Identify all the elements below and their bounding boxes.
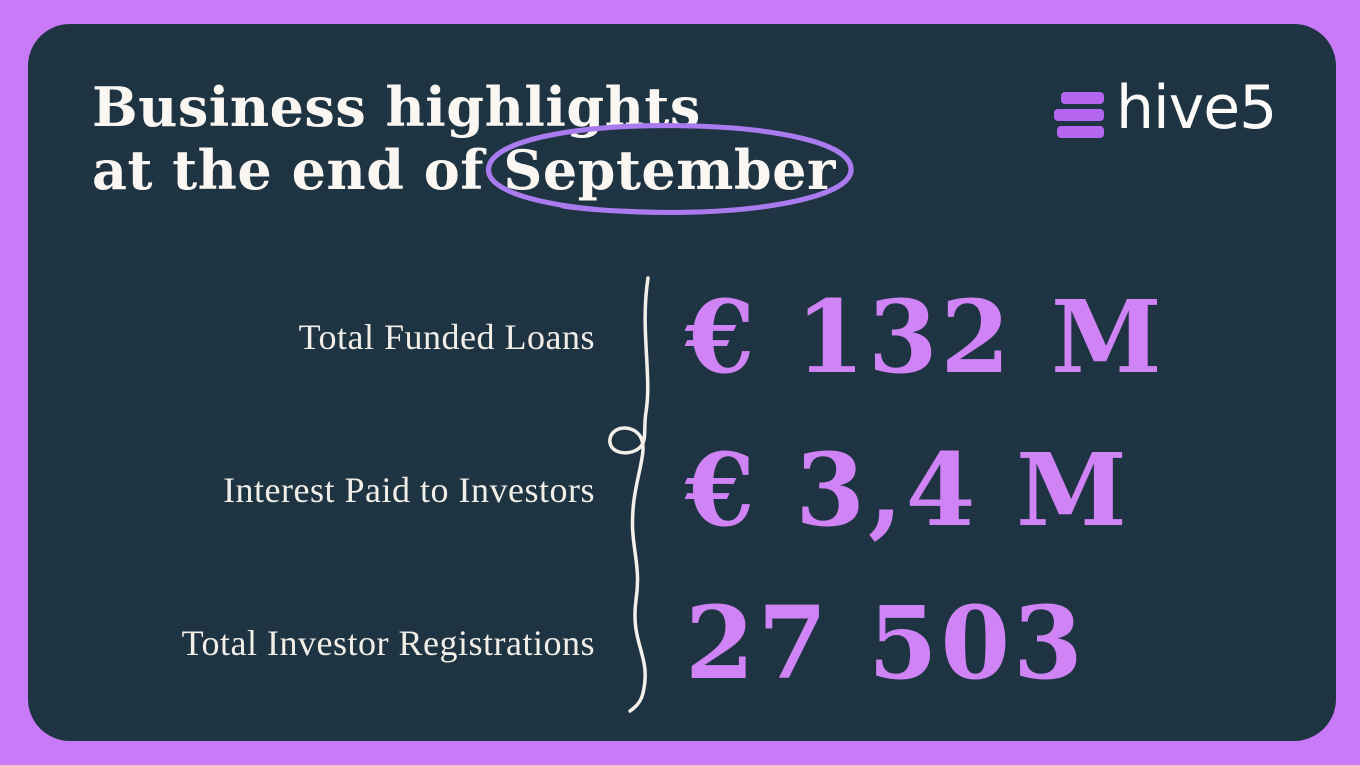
hive5-logo: hive5	[1054, 73, 1277, 146]
logo-bar-middle	[1054, 109, 1104, 121]
circled-word: September	[503, 138, 836, 202]
title-line-1: Business highlights	[92, 75, 701, 139]
title-line-2-prefix: at the end of	[92, 138, 504, 202]
logo-bar-top	[1061, 92, 1104, 104]
logo-bar-bottom	[1057, 126, 1104, 138]
title-line-2: at the end of September	[92, 123, 855, 215]
stat-value: 27 503	[685, 583, 1086, 702]
stat-row-investor-registrations: Total Investor Registrations 27 503	[92, 566, 1302, 719]
stat-value: € 3,4 M	[685, 430, 1130, 549]
stat-value: € 132 M	[685, 277, 1165, 396]
stat-label: Total Funded Loans	[298, 316, 595, 357]
stats-list: Total Funded Loans € 132 M Interest Paid…	[92, 260, 1302, 719]
circled-word-wrap: September	[486, 123, 855, 215]
stat-label: Total Investor Registrations	[181, 622, 595, 663]
stat-row-interest-paid: Interest Paid to Investors € 3,4 M	[92, 413, 1302, 566]
page-title: Business highlights at the end of Septem…	[92, 75, 855, 215]
stat-label: Interest Paid to Investors	[223, 469, 595, 510]
three-bars-icon	[1054, 86, 1104, 138]
stat-row-funded-loans: Total Funded Loans € 132 M	[92, 260, 1302, 413]
logo-text: hive5	[1116, 73, 1277, 143]
highlights-card: Business highlights at the end of Septem…	[28, 24, 1336, 741]
